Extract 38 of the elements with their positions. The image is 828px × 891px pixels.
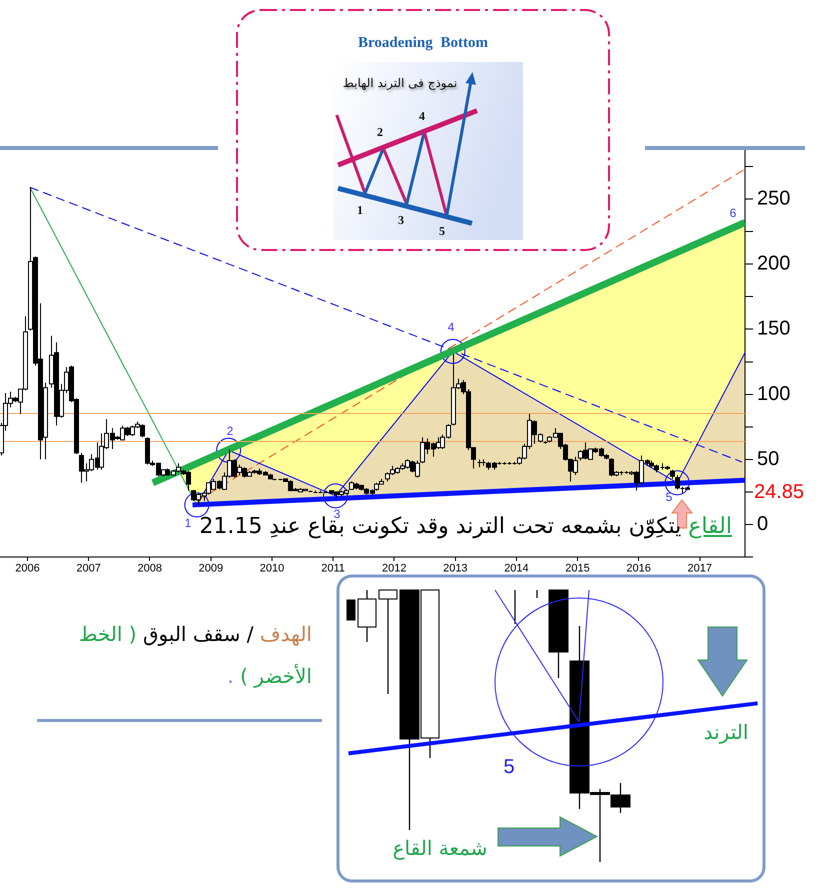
text: Broadening Bottom (357, 35, 489, 53)
text: / سقف البوق (142, 622, 254, 646)
y-tick-label: 0 (757, 512, 768, 535)
text: الأخضر ) (240, 664, 312, 688)
x-tick-label: 2006 (15, 562, 40, 575)
annotation: القاع (688, 514, 732, 539)
annotation: 4 (446, 320, 456, 334)
y-tick-label: 250 (757, 188, 790, 210)
text: ( الخط (78, 622, 137, 646)
x-tick-label: 2007 (76, 562, 101, 575)
y-tick-label: 50 (757, 448, 780, 470)
annotation: 1 (356, 203, 364, 219)
text: نموذج فى الترند الهابط (342, 76, 458, 92)
annotation: 6 (728, 206, 738, 220)
x-tick-label: 2017 (688, 562, 712, 575)
y-tick-label: 200 (757, 252, 790, 275)
x-tick-label: 2010 (260, 562, 284, 575)
x-tick-label: 2014 (504, 562, 529, 575)
x-tick-label: 2008 (137, 562, 162, 575)
x-tick-label: 2009 (198, 562, 224, 575)
text: 2 (376, 125, 384, 141)
annotation: 1 (184, 516, 192, 530)
x-tick-label: 2012 (382, 562, 406, 575)
text: الهدف (260, 622, 312, 646)
text: 4 (418, 109, 426, 125)
y-tick-label: 100 (757, 382, 790, 405)
x-tick-label: 2016 (626, 562, 651, 575)
text: 24.85 (752, 481, 806, 505)
annotation: 3 (397, 213, 405, 229)
annotation: 5 (664, 490, 674, 504)
x-tick-label: 2013 (443, 562, 468, 575)
annotation: 2 (226, 424, 234, 438)
x-tick-label: 2011 (321, 562, 345, 575)
text: . (227, 664, 234, 688)
annotation: 3 (334, 507, 340, 521)
x-tick-label: 2015 (565, 562, 590, 575)
annotation: 5 (438, 224, 446, 240)
y-tick-label: 150 (757, 318, 790, 340)
